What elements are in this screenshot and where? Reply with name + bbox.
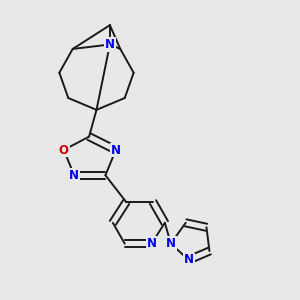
Text: N: N	[166, 237, 176, 250]
Text: N: N	[111, 143, 121, 157]
Text: N: N	[146, 237, 157, 250]
Text: N: N	[105, 38, 115, 51]
Text: O: O	[59, 143, 69, 157]
Text: N: N	[69, 169, 79, 182]
Text: N: N	[184, 254, 194, 266]
